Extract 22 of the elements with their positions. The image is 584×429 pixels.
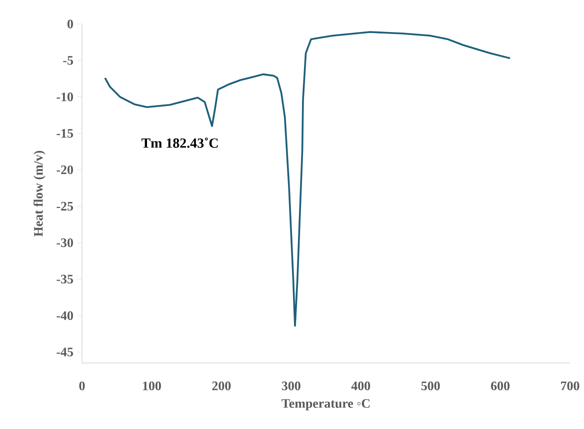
y-tick-label: 0 — [68, 20, 73, 28]
y-tick-label: -30 — [56, 238, 73, 248]
y-tick-label: -45 — [56, 348, 74, 356]
y-tick-label: -40 — [56, 311, 73, 320]
y-tick-label: -10 — [56, 92, 73, 102]
annotation: Tm 182.43˚C — [142, 138, 218, 148]
x-tick-label: 400 — [351, 382, 370, 390]
x-tick-label: 500 — [421, 382, 440, 390]
x-tick-label: 700 — [561, 382, 580, 390]
x-tick-label: 100 — [143, 382, 161, 390]
y-tick-label: -25 — [56, 202, 74, 211]
y-tick-label: -15 — [56, 129, 74, 138]
x-axis-title: Temperature ◦C — [282, 399, 370, 410]
y-tick-label: -20 — [56, 165, 73, 174]
x-tick-label: 200 — [212, 382, 231, 390]
x-tick-label: 300 — [282, 382, 300, 390]
line-series — [104, 31, 511, 327]
y-tick-label: -35 — [56, 274, 74, 284]
x-tick-label: 600 — [491, 382, 510, 390]
y-tick-label: -5 — [63, 56, 74, 65]
y-axis-title: Heat flow (m/v) — [34, 150, 46, 236]
x-tick-label: 0 — [79, 382, 85, 390]
